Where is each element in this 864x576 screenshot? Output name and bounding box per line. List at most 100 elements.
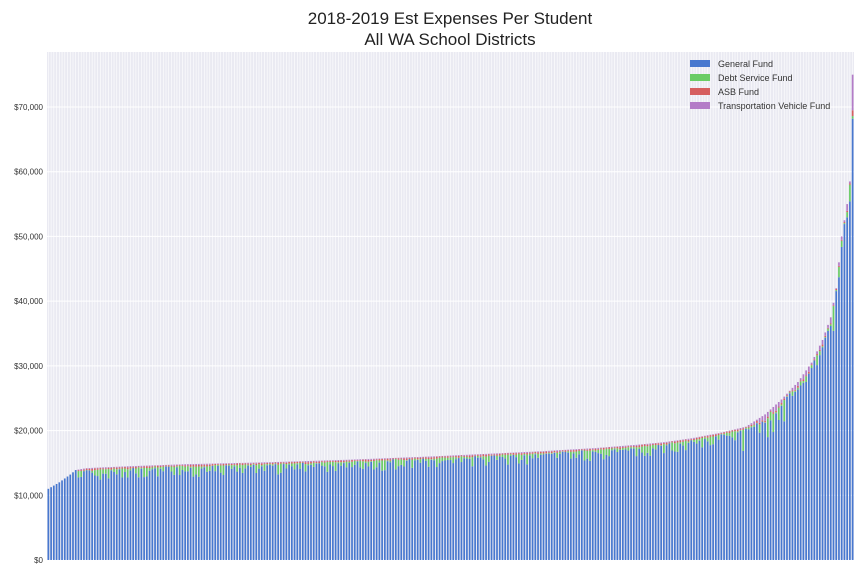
bar-segment [411, 459, 414, 468]
bar-segment [280, 463, 282, 473]
legend-label: Transportation Vehicle Fund [718, 101, 830, 111]
bar-segment [162, 471, 165, 560]
bar-segment [118, 469, 121, 560]
bar-segment [400, 458, 403, 460]
bar-segment [394, 459, 397, 470]
bar-segment [611, 448, 613, 451]
bar-segment [501, 453, 504, 454]
bar-segment [244, 468, 247, 560]
bar-segment [118, 466, 121, 468]
bar-segment [676, 451, 679, 560]
bar-segment [539, 453, 542, 455]
bar-segment [425, 456, 427, 458]
bar-segment [184, 471, 186, 560]
bar-segment [104, 469, 107, 474]
bar-segment [611, 450, 613, 560]
bar-segment [630, 445, 632, 447]
bar-segment [290, 462, 293, 464]
bar-segment [668, 441, 671, 443]
bar-segment [556, 451, 559, 453]
bar-segment [630, 447, 632, 449]
bar-segment [115, 467, 118, 470]
bar-segment [788, 391, 791, 393]
bar-segment [479, 457, 482, 560]
bar-segment [110, 467, 113, 470]
bar-segment [195, 466, 197, 475]
bar-segment [430, 459, 433, 460]
bar-segment [269, 462, 271, 464]
bar-segment [570, 451, 572, 459]
bar-segment [356, 460, 359, 462]
bar-segment [534, 451, 537, 453]
bar-segment [167, 465, 170, 467]
bar-segment [85, 470, 88, 560]
bar-segment [72, 472, 74, 560]
bar-segment [709, 435, 712, 437]
bar-segment [791, 390, 794, 392]
bar-segment [269, 463, 271, 465]
bar-segment [154, 466, 156, 469]
bar-segment [91, 469, 93, 471]
bar-segment [624, 445, 627, 447]
bar-segment [290, 466, 293, 560]
bar-segment [252, 464, 255, 465]
bar-segment [345, 467, 348, 560]
bar-segment [849, 201, 851, 560]
bar-segment [66, 476, 69, 560]
bar-segment [624, 447, 627, 450]
bar-segment [332, 466, 334, 560]
bar-segment [843, 222, 846, 224]
bar-segment [487, 461, 490, 560]
bar-segment [526, 453, 528, 455]
bar-segment [747, 424, 750, 427]
bar-segment [646, 452, 649, 560]
bar-segment [548, 453, 550, 560]
bar-segment [337, 461, 340, 463]
bar-segment [586, 458, 589, 560]
bar-segment [753, 425, 755, 427]
bar-segment [225, 463, 228, 466]
bar-segment [135, 468, 137, 474]
bar-segment [646, 443, 649, 445]
bar-segment [673, 443, 676, 452]
bar-segment [91, 472, 93, 560]
bar-segment [772, 432, 775, 560]
bar-segment [435, 458, 438, 468]
bar-segment [835, 288, 838, 289]
bar-segment [258, 468, 260, 560]
bar-segment [654, 449, 657, 560]
bar-segment [351, 460, 353, 462]
legend-label: General Fund [718, 59, 773, 69]
bar-segment [47, 488, 50, 560]
bar-segment [452, 463, 455, 560]
bar-segment [252, 462, 255, 464]
bar-segment [594, 451, 597, 560]
bar-segment [723, 432, 725, 434]
bar-segment [477, 455, 479, 458]
bar-segment [589, 450, 591, 461]
bar-segment [531, 451, 534, 453]
bar-segment [438, 456, 441, 457]
bar-segment [687, 438, 690, 440]
bar-segment [118, 467, 121, 469]
bar-segment [137, 477, 140, 560]
bar-segment [340, 465, 342, 560]
bar-segment [115, 469, 118, 475]
bar-segment [359, 467, 362, 560]
bar-segment [337, 463, 340, 560]
bar-segment [556, 450, 559, 452]
bar-segment [501, 453, 504, 455]
y-tick-label: $0 [34, 556, 43, 565]
bar-segment [419, 456, 422, 458]
bar-segment [526, 451, 528, 454]
bar-segment [403, 458, 405, 461]
bar-segment [236, 471, 238, 560]
bar-segment [233, 464, 236, 465]
bar-segment [687, 442, 690, 560]
bar-segment [356, 460, 359, 461]
bar-segment [318, 460, 321, 462]
bar-segment [559, 452, 561, 454]
bar-segment [266, 462, 269, 465]
bar-segment [725, 431, 728, 433]
bar-segment [162, 466, 165, 472]
